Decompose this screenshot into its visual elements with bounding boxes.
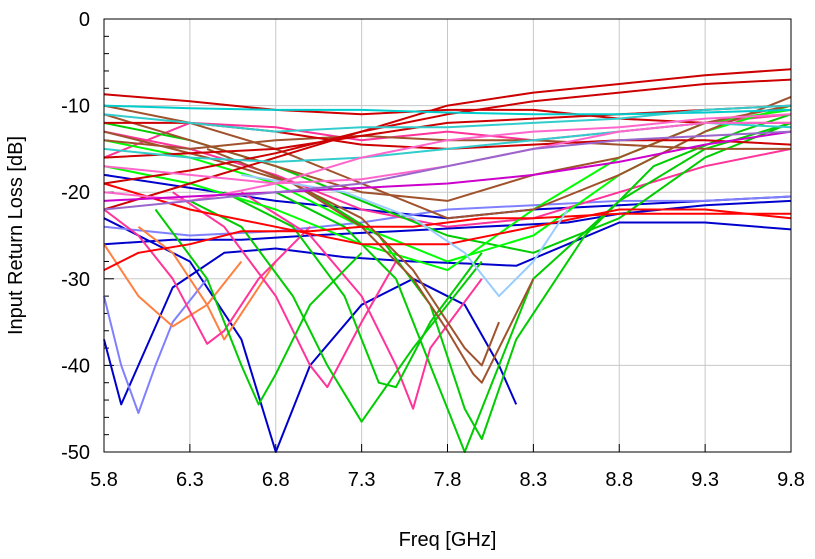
series-line: [103, 130, 792, 228]
x-tick-label: 5.8: [90, 469, 118, 491]
series-line: [103, 182, 792, 246]
y-tick-labels: 0 -10 -20 -30 -40 -50: [61, 9, 90, 464]
series-line: [103, 104, 792, 159]
series-line: [103, 195, 792, 237]
x-tick-label: 8.8: [605, 469, 633, 491]
series-line: [103, 68, 792, 211]
y-tick-label: -20: [61, 182, 90, 204]
series-line: [103, 104, 792, 202]
x-tick-label: 6.3: [176, 469, 204, 491]
x-axis-title: Freq [GHz]: [399, 529, 497, 551]
series-line: [206, 147, 535, 384]
y-axis-title: Input Return Loss [dB]: [5, 136, 27, 335]
x-tick-labels: 5.8 6.3 6.8 7.3 7.8 8.3 8.8 9.3 9.8: [90, 469, 805, 491]
series-line: [103, 221, 792, 406]
x-tick-label: 9.3: [691, 469, 719, 491]
series-line: [189, 200, 483, 423]
series-line: [103, 78, 792, 185]
series-line: [103, 130, 792, 211]
x-tick-label: 7.3: [348, 469, 376, 491]
y-tick-label: -10: [61, 96, 90, 118]
series-line: [275, 121, 792, 453]
series-line: [103, 278, 208, 414]
y-tick-label: 0: [79, 9, 90, 31]
series-line: [103, 95, 792, 220]
series-line: [154, 208, 363, 406]
x-tick-label: 6.8: [262, 469, 290, 491]
series-line: [103, 243, 243, 328]
series-line: [103, 208, 311, 345]
y-tick-label: -30: [61, 269, 90, 291]
series-line: [172, 191, 397, 389]
series-line: [103, 104, 792, 133]
series-layer: [103, 68, 792, 453]
series-line: [223, 191, 483, 389]
series-line: [240, 191, 483, 410]
series-line: [241, 173, 569, 298]
x-tick-label: 7.8: [434, 469, 462, 491]
x-tick-label: 9.8: [777, 469, 805, 491]
x-tick-label: 8.3: [519, 469, 547, 491]
series-line: [103, 130, 792, 202]
plot-frame: [103, 18, 792, 453]
y-tick-label: -50: [61, 442, 90, 464]
y-tick-label: -40: [61, 355, 90, 377]
series-line: [103, 212, 791, 271]
